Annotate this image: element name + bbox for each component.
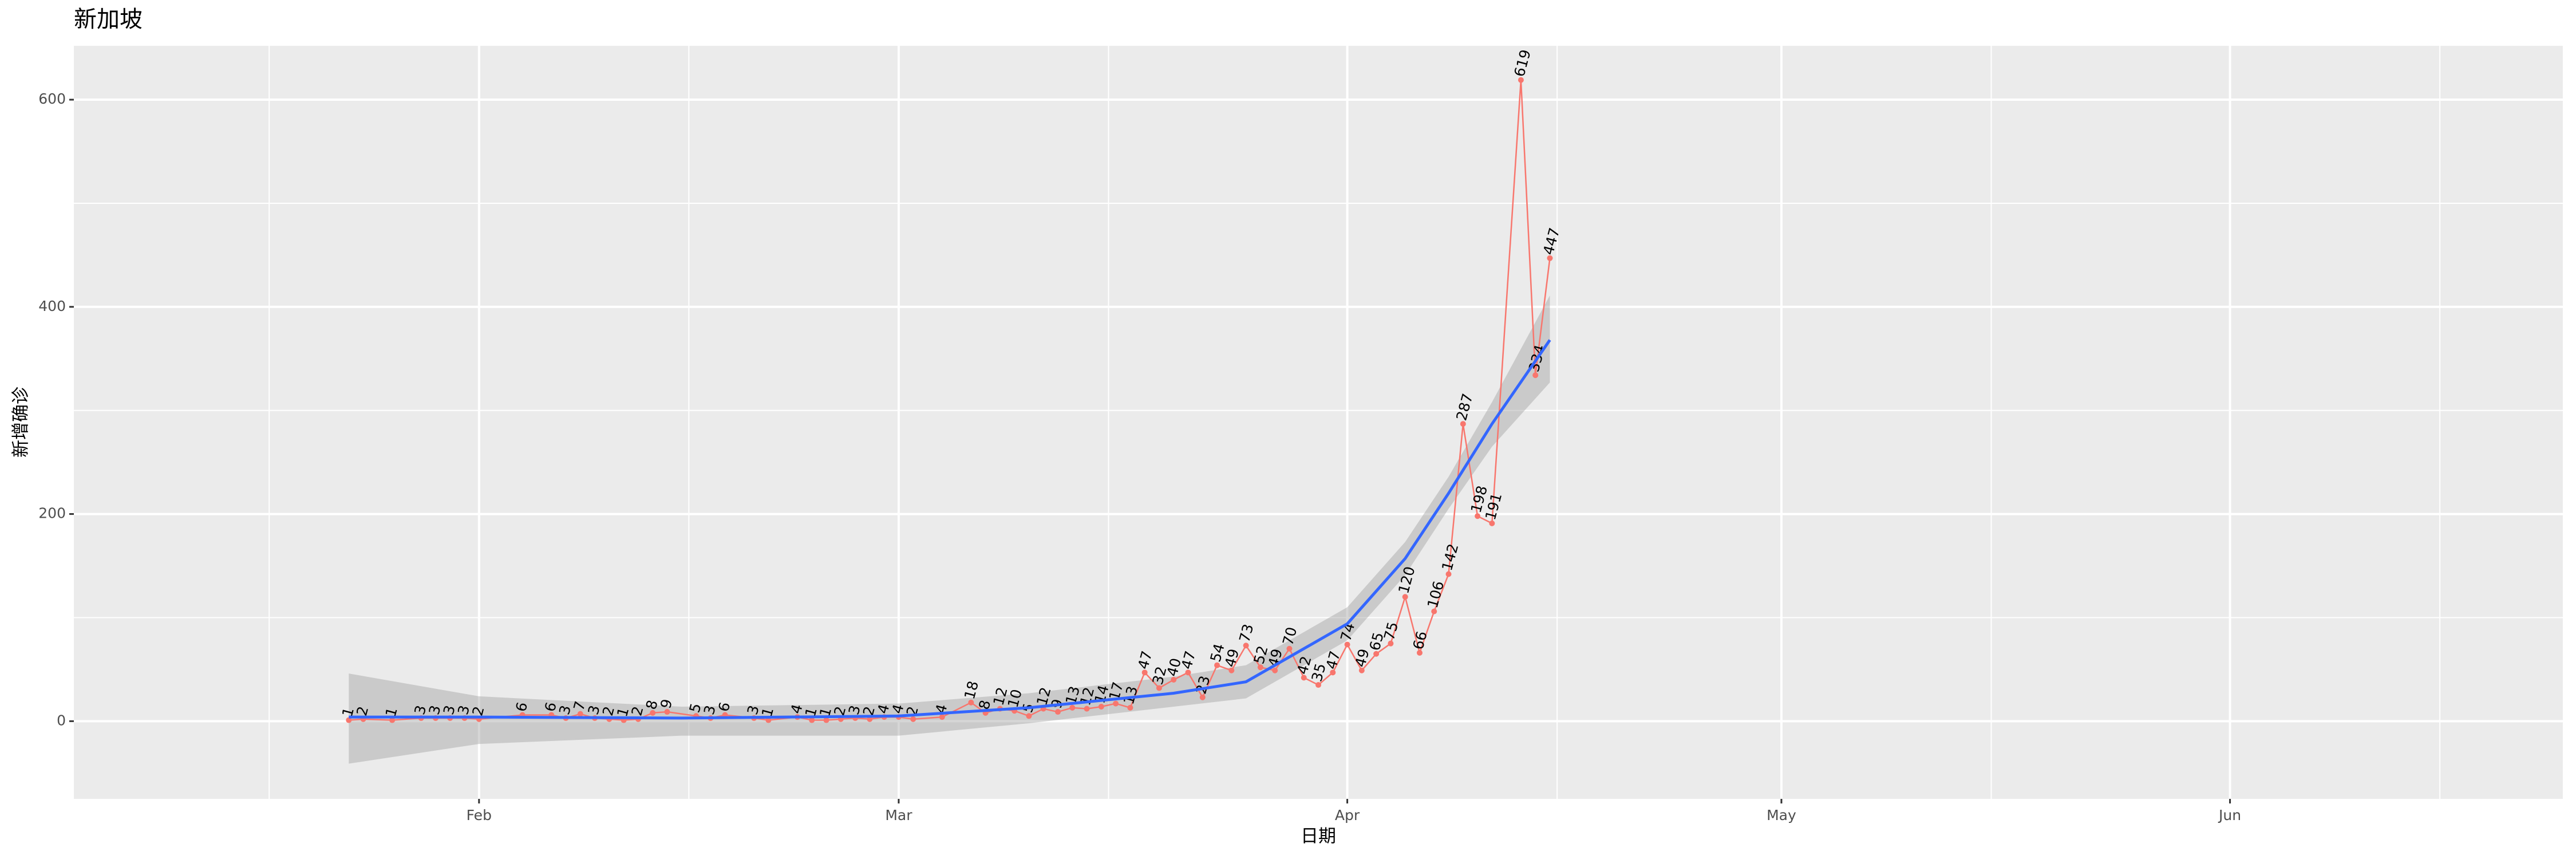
data-label: 2: [469, 704, 487, 718]
y-tick-label: 400: [38, 298, 66, 314]
data-label: 6: [715, 700, 733, 714]
data-point: [1069, 704, 1076, 711]
data-point: [1141, 669, 1148, 676]
data-point: [664, 709, 670, 715]
data-label: 3: [846, 703, 864, 716]
data-label: 1: [758, 706, 777, 719]
data-point: [1315, 682, 1321, 688]
data-point: [1026, 713, 1032, 719]
data-point: [1373, 651, 1380, 657]
data-point: [1344, 641, 1350, 648]
data-point: [1431, 608, 1437, 614]
data-label: 4: [874, 703, 892, 716]
data-point: [650, 710, 656, 716]
data-point: [1185, 669, 1191, 676]
smooth-line: [349, 339, 1551, 720]
data-point: [1445, 571, 1452, 577]
chart-title: 新加坡: [74, 6, 143, 33]
data-label: 1: [614, 706, 632, 719]
data-label: 3: [556, 703, 574, 716]
data-point: [1098, 704, 1104, 710]
data-point: [1402, 594, 1408, 600]
data-point: [346, 717, 352, 723]
x-tick-label: Mar: [885, 807, 912, 823]
data-point: [910, 716, 916, 722]
data-point: [1171, 676, 1177, 683]
data-point: [1272, 667, 1278, 673]
panel: [74, 46, 2563, 799]
data-label: 2: [353, 704, 372, 718]
data-point: [968, 699, 974, 706]
data-point: [1286, 645, 1293, 652]
data-label: 3: [701, 703, 719, 716]
data-label: 2: [831, 704, 849, 718]
y-axis-label: 新增确诊: [11, 387, 31, 458]
data-point: [1301, 675, 1307, 681]
x-tick-label: Jun: [2218, 807, 2241, 823]
x-tick-label: Apr: [1335, 807, 1360, 823]
x-axis-label: 日期: [1301, 826, 1336, 847]
x-tick-label: May: [1767, 807, 1796, 823]
data-point: [1475, 513, 1481, 519]
data-point: [939, 714, 945, 720]
data-point: [1243, 643, 1249, 649]
data-point: [1547, 255, 1553, 261]
data-label: 6: [542, 700, 560, 714]
data-point: [1489, 520, 1495, 526]
data-label: 3: [411, 703, 429, 716]
y-tick-label: 200: [38, 505, 66, 522]
data-label: 5: [686, 702, 705, 715]
data-label: 3: [426, 703, 444, 716]
x-tick-label: Feb: [467, 807, 492, 823]
data-point: [1054, 709, 1061, 715]
data-label: 2: [599, 704, 618, 718]
data-point: [1084, 706, 1090, 712]
data-point: [1388, 640, 1394, 647]
data-label: 2: [860, 704, 878, 718]
data-label: 4: [888, 703, 907, 716]
data-point: [1127, 704, 1133, 711]
data-label: 1: [802, 706, 820, 719]
data-point: [1257, 664, 1263, 671]
data-point: [765, 717, 772, 723]
data-point: [1228, 667, 1235, 673]
data-point: [1330, 669, 1336, 676]
data-label: 4: [787, 703, 805, 716]
data-point: [1358, 667, 1365, 673]
data-label: 1: [382, 706, 401, 719]
data-label: 6: [512, 700, 531, 714]
data-label: 8: [643, 698, 661, 711]
data-point: [1532, 372, 1539, 379]
data-point: [1214, 662, 1220, 668]
data-point: [389, 717, 396, 723]
data-label: 7: [570, 699, 588, 712]
data-label: 8: [975, 698, 994, 711]
data-label: 1: [339, 706, 357, 719]
data-point: [809, 717, 815, 723]
data-point: [823, 717, 829, 723]
data-point: [577, 711, 583, 717]
data-label: 3: [744, 703, 762, 716]
data-point: [1113, 700, 1119, 707]
data-label: 3: [440, 703, 459, 716]
y-tick-label: 600: [38, 90, 66, 107]
data-label: 2: [628, 704, 646, 718]
y-tick-label: 0: [57, 712, 66, 728]
data-label: 3: [585, 703, 603, 716]
data-point: [1460, 421, 1466, 427]
data-point: [1156, 685, 1162, 691]
data-point: [1416, 649, 1423, 656]
data-point: [1518, 77, 1524, 83]
data-point: [1199, 694, 1206, 700]
data-label: 3: [455, 703, 473, 716]
data-label: 9: [657, 698, 675, 711]
